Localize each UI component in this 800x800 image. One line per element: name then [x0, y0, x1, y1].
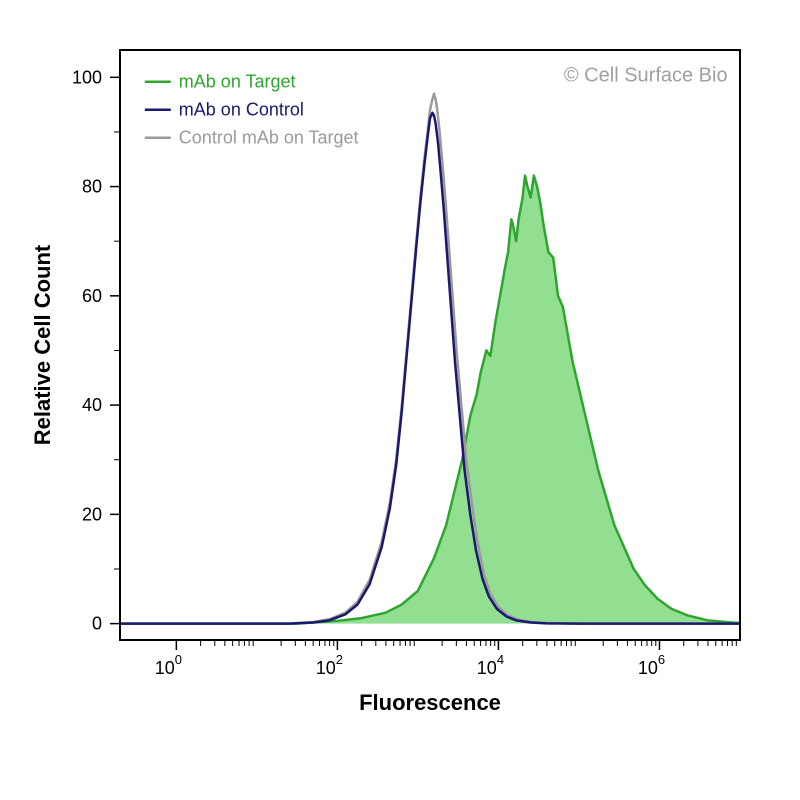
chart-container: 100 102 104 106 0 20 40 60 80 100 Fluorescence Rela… [0, 0, 800, 800]
x-axis-label: Fluorescence [359, 690, 501, 715]
watermark: © Cell Surface Bio [564, 65, 728, 87]
y-tick-label: 40 [82, 395, 102, 415]
y-tick-label: 100 [72, 67, 102, 87]
x-tick-label: 100 [155, 652, 182, 678]
y-tick-label: 80 [82, 177, 102, 197]
flow-cytometry-chart: 100 102 104 106 0 20 40 60 80 100 Fluorescence Rela… [0, 0, 800, 800]
y-tick-label: 20 [82, 504, 102, 524]
y-tick-label: 0 [92, 614, 102, 634]
x-tick-label: 104 [477, 652, 504, 678]
legend-label: mAb on Control [179, 100, 304, 120]
legend-label: mAb on Target [179, 72, 296, 92]
y-axis-label: Relative Cell Count [30, 244, 55, 445]
x-tick-label: 106 [638, 652, 665, 678]
x-tick-label: 102 [316, 652, 343, 678]
legend-label: Control mAb on Target [179, 128, 359, 148]
y-tick-label: 60 [82, 286, 102, 306]
